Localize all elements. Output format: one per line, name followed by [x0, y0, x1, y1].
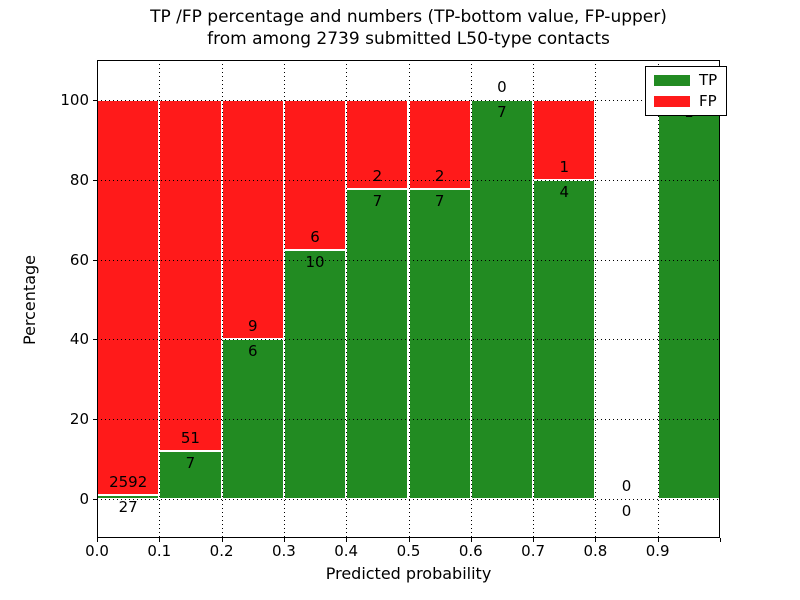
bar-segment-fp — [346, 100, 409, 189]
tp-count-label: 10 — [305, 252, 325, 271]
x-axis-tick — [346, 538, 348, 542]
y-tick-label: 60 — [69, 250, 89, 269]
tp-count-label: 7 — [434, 191, 445, 210]
legend: TP FP — [645, 66, 728, 116]
gridline-vertical — [595, 60, 597, 538]
gridline-vertical — [346, 60, 348, 538]
y-axis-tick — [93, 179, 97, 181]
x-tick-label: 0.8 — [583, 542, 608, 560]
x-tick-label: 0.6 — [458, 542, 483, 560]
x-tick-label: 0.7 — [521, 542, 546, 560]
gridline-vertical — [159, 60, 161, 538]
legend-label-fp: FP — [699, 92, 717, 110]
tp-count-label: 6 — [247, 342, 258, 361]
x-axis-tick — [595, 538, 597, 542]
tp-count-label: 0 — [621, 502, 632, 520]
bar-segment-tp — [408, 188, 471, 499]
y-tick-label: 40 — [69, 330, 89, 349]
y-axis-tick — [93, 100, 97, 101]
bar-segment-tp — [159, 450, 222, 499]
gridline-vertical — [533, 60, 535, 538]
x-tick-label: 0.1 — [147, 542, 172, 560]
tp-count-label: 7 — [497, 103, 507, 121]
tp-count-label: 27 — [118, 497, 138, 516]
gridline-vertical — [283, 60, 285, 538]
fp-count-label: 2 — [434, 166, 445, 185]
y-tick-label: 0 — [79, 490, 89, 508]
x-tick-label: 0.5 — [396, 542, 421, 560]
x-tick-label: 0.4 — [334, 542, 359, 560]
y-axis-tick — [93, 339, 97, 341]
gridline-vertical — [657, 60, 659, 538]
y-tick-label: 80 — [69, 170, 89, 189]
chart-title-line2: from among 2739 submitted L50-type conta… — [207, 29, 610, 49]
chart-title: TP /FP percentage and numbers (TP-bottom… — [97, 6, 720, 50]
fp-count-label: 2592 — [109, 472, 148, 491]
legend-swatch-fp-icon — [654, 96, 690, 107]
tp-count-label: 4 — [559, 182, 570, 201]
bar-segment-tp — [657, 100, 720, 499]
bar-segment-tp — [346, 188, 409, 499]
x-axis-tick — [533, 538, 535, 542]
x-axis-label: Predicted probability — [325, 564, 492, 583]
y-axis-tick — [93, 419, 97, 421]
x-axis-tick — [159, 538, 161, 542]
gridline-vertical — [408, 60, 410, 538]
legend-label-tp: TP — [699, 71, 718, 89]
x-axis-tick — [221, 538, 223, 542]
fp-count-label: 1 — [559, 157, 570, 176]
x-axis-tick — [408, 538, 410, 542]
tp-count-label: 7 — [185, 453, 196, 472]
plot-area: 25922751796610272707140001 — [97, 60, 720, 538]
x-axis-tick — [470, 538, 472, 542]
bar-segment-tp — [283, 249, 347, 499]
bar-segment-fp — [221, 100, 284, 340]
x-tick-label: 0.9 — [645, 542, 670, 560]
y-axis-tick — [93, 499, 97, 500]
fp-count-label: 0 — [621, 477, 632, 495]
fp-count-label: 51 — [180, 428, 200, 447]
fp-count-label: 0 — [497, 78, 507, 96]
fp-count-label: 6 — [310, 227, 320, 246]
y-axis-label: Percentage — [20, 254, 39, 346]
fp-count-label: 9 — [247, 317, 258, 336]
x-tick-label: 0.0 — [85, 542, 109, 560]
bar-segment-fp — [97, 100, 160, 495]
x-axis-tick — [657, 538, 659, 542]
y-tick-label: 100 — [60, 91, 89, 109]
legend-item-fp: FP — [654, 94, 717, 109]
bar-segment-fp — [533, 100, 596, 180]
legend-swatch-tp-icon — [654, 75, 690, 86]
tp-count-label: 7 — [372, 191, 383, 210]
x-tick-label: 0.2 — [209, 542, 234, 560]
gridline-vertical — [470, 60, 472, 538]
x-axis-tick — [97, 538, 98, 542]
bar-segment-fp — [159, 100, 222, 451]
bar-segment-tp — [470, 100, 534, 499]
gridline-vertical — [221, 60, 223, 538]
x-axis-tick — [283, 538, 285, 542]
legend-item-tp: TP — [654, 73, 717, 88]
x-tick-label: 0.3 — [271, 542, 296, 560]
fp-count-label: 2 — [372, 166, 383, 185]
x-axis-tick — [720, 538, 721, 542]
chart-title-line1: TP /FP percentage and numbers (TP-bottom… — [150, 7, 667, 27]
y-axis-tick — [93, 259, 97, 261]
y-tick-label: 20 — [69, 410, 89, 429]
